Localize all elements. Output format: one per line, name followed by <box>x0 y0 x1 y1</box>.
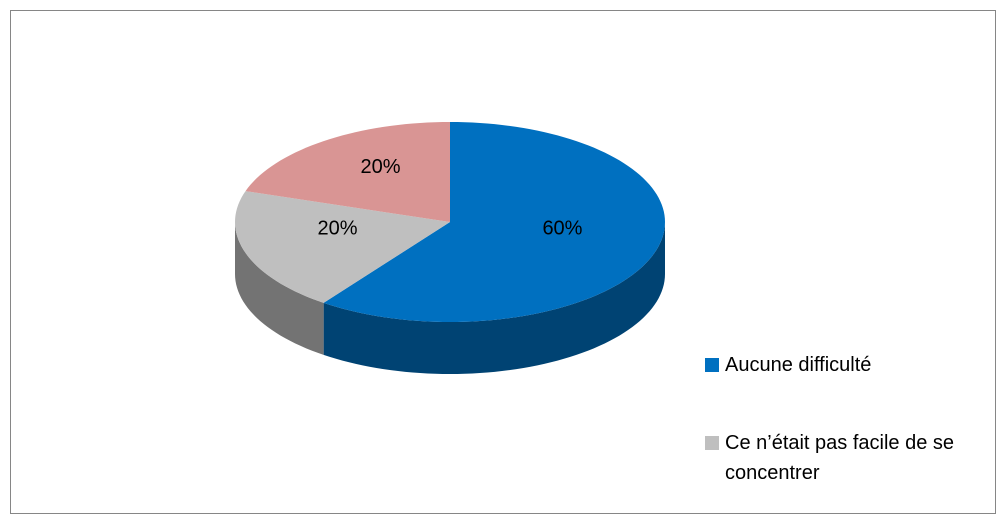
legend-label: Ce n’était pas facile de se concentrer <box>725 432 955 484</box>
slice-side <box>323 222 665 374</box>
data-label: 20% <box>360 156 400 178</box>
slice <box>235 191 450 303</box>
slice <box>245 122 450 222</box>
legend-entry: Aucune difficulté <box>705 350 975 380</box>
chart-frame <box>10 10 996 514</box>
legend-swatch <box>705 358 719 372</box>
slice-side <box>235 222 324 355</box>
legend-entry: Ce n’était pas facile de se concentrer <box>705 428 975 488</box>
data-label: 60% <box>542 217 582 239</box>
legend-swatch <box>705 436 719 450</box>
legend-label: Aucune difficulté <box>725 354 872 376</box>
slice <box>323 122 665 322</box>
data-label: 20% <box>318 217 358 239</box>
